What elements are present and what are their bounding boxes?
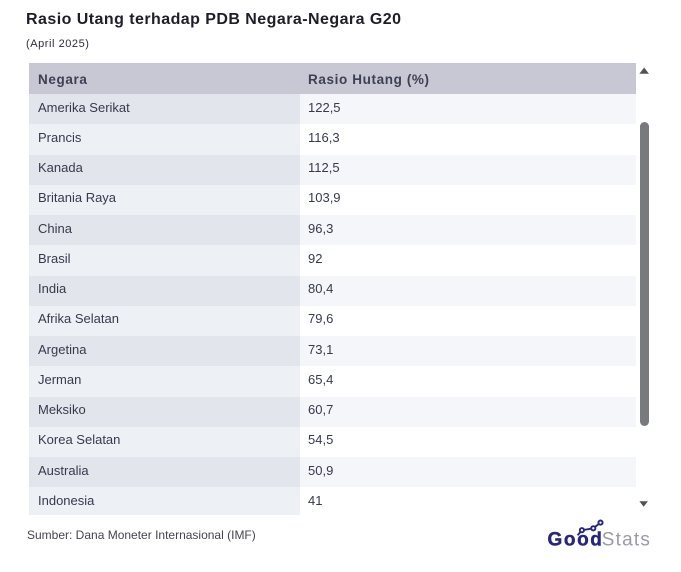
svg-text:Good: Good	[548, 530, 604, 551]
svg-text:Stats: Stats	[602, 530, 651, 551]
